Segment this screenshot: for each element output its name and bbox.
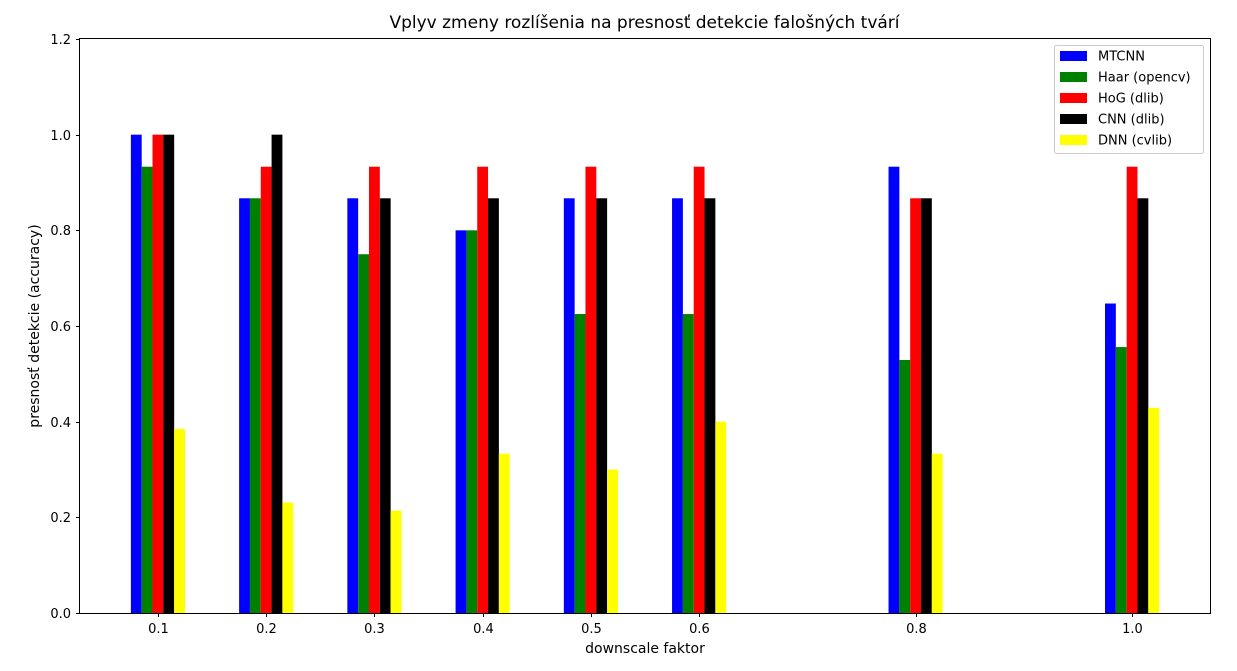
bar [607, 469, 618, 613]
x-tick-label: 0.8 [906, 622, 927, 637]
x-axis-label: downscale faktor [585, 641, 705, 657]
bar [466, 230, 478, 614]
bar [368, 166, 380, 613]
bar [921, 198, 932, 613]
bar [910, 198, 922, 613]
bar [931, 453, 943, 613]
x-tick-label: 0.3 [364, 622, 385, 637]
bar [888, 166, 900, 613]
y-tick-label: 1.0 [50, 129, 71, 144]
bar [477, 166, 489, 613]
bar [174, 428, 185, 613]
y-tick-label: 0.2 [50, 511, 71, 526]
x-tick-label: 1.0 [1122, 622, 1143, 637]
x-tick-label: 0.5 [581, 622, 602, 637]
x-tick-label: 0.2 [256, 622, 277, 637]
bar [239, 198, 250, 613]
bar [574, 314, 586, 613]
bar [390, 510, 402, 613]
bar [347, 198, 359, 613]
bar [488, 198, 499, 613]
bar [1137, 198, 1149, 613]
x-tick-label: 0.1 [148, 622, 169, 637]
bar [1115, 347, 1127, 613]
legend-swatch [1060, 51, 1087, 61]
legend: MTCNN Haar (opencv) HoG (dlib) CNN (dlib) DN… [1054, 45, 1204, 154]
bar [271, 134, 283, 613]
x-tick-label: 0.4 [473, 622, 494, 637]
bar [498, 453, 510, 613]
legend-swatch [1060, 72, 1087, 82]
legend-label: Haar (opencv) [1098, 71, 1191, 86]
y-axis-label: presnosť detekcie (accuracy) [27, 224, 43, 427]
bar [693, 166, 705, 613]
bar [672, 198, 683, 613]
bar [899, 359, 911, 613]
y-tick-label: 1.2 [50, 33, 71, 48]
bar [1126, 166, 1138, 613]
y-tick-label: 0.4 [50, 416, 71, 431]
x-axis: 0.1 0.2 0.3 0.4 0.5 0.6 0.8 1.0 [148, 613, 1143, 637]
bar [282, 502, 294, 613]
bar [130, 134, 142, 613]
legend-label: HoG (dlib) [1098, 92, 1164, 107]
legend-label: CNN (dlib) [1098, 113, 1165, 128]
legend-swatch [1060, 114, 1087, 124]
bar [379, 198, 391, 613]
bars-group [130, 134, 1160, 614]
legend-label: DNN (cvlib) [1098, 134, 1172, 149]
y-axis: 0.0 0.2 0.4 0.6 0.8 1.0 1.2 [50, 33, 80, 622]
bar [141, 166, 153, 613]
bar [163, 134, 175, 613]
legend-swatch [1060, 135, 1087, 145]
bar [715, 421, 727, 613]
bar [1105, 303, 1116, 613]
legend-swatch [1060, 93, 1087, 103]
bar [249, 198, 261, 613]
bar [682, 314, 694, 613]
bar [596, 198, 608, 613]
y-tick-label: 0.0 [50, 607, 71, 622]
bar [704, 198, 716, 613]
bar [152, 134, 164, 613]
bar [455, 230, 467, 614]
bar [585, 166, 597, 613]
chart-title: Vplyv zmeny rozlíšenia na presnosť detek… [389, 13, 900, 33]
legend-box [1054, 45, 1204, 154]
bar [1148, 407, 1160, 613]
y-tick-label: 0.8 [50, 224, 71, 239]
bar [358, 254, 369, 613]
bar [563, 198, 575, 613]
x-tick-label: 0.6 [689, 622, 710, 637]
legend-label: MTCNN [1098, 50, 1145, 65]
y-tick-label: 0.6 [50, 320, 71, 335]
bar [260, 166, 272, 613]
